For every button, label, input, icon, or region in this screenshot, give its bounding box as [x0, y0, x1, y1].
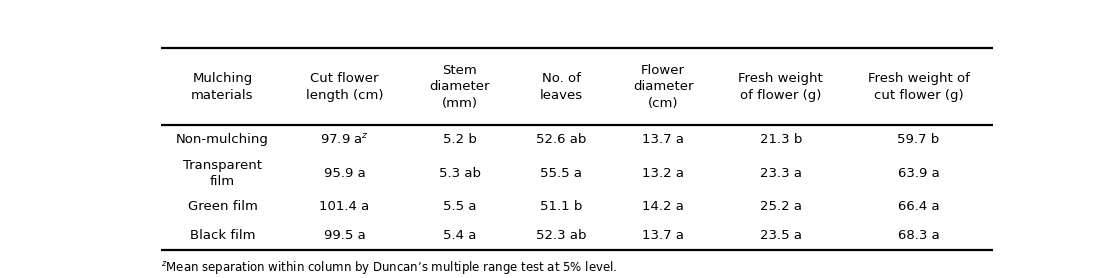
Text: 23.3 a: 23.3 a: [760, 167, 802, 180]
Text: Stem
diameter
(mm): Stem diameter (mm): [429, 64, 490, 110]
Text: Cut flower
length (cm): Cut flower length (cm): [305, 72, 383, 102]
Text: 101.4 a: 101.4 a: [320, 200, 370, 213]
Text: $^z$Mean separation within column by Duncan’s multiple range test at 5% level.: $^z$Mean separation within column by Dun…: [161, 259, 617, 276]
Text: 97.9 a$^z$: 97.9 a$^z$: [320, 133, 369, 147]
Text: 14.2 a: 14.2 a: [642, 200, 684, 213]
Text: 59.7 b: 59.7 b: [898, 133, 940, 146]
Text: 52.3 ab: 52.3 ab: [537, 229, 587, 242]
Text: 23.5 a: 23.5 a: [760, 229, 802, 242]
Text: 51.1 b: 51.1 b: [540, 200, 582, 213]
Text: 5.4 a: 5.4 a: [443, 229, 476, 242]
Text: 5.5 a: 5.5 a: [443, 200, 476, 213]
Text: Mulching
materials: Mulching materials: [191, 72, 254, 102]
Text: Fresh weight of
cut flower (g): Fresh weight of cut flower (g): [868, 72, 969, 102]
Text: 13.7 a: 13.7 a: [642, 133, 684, 146]
Text: 68.3 a: 68.3 a: [898, 229, 939, 242]
Text: 63.9 a: 63.9 a: [898, 167, 939, 180]
Text: 95.9 a: 95.9 a: [323, 167, 366, 180]
Text: 55.5 a: 55.5 a: [540, 167, 582, 180]
Text: 52.6 ab: 52.6 ab: [537, 133, 587, 146]
Text: Transparent
film: Transparent film: [183, 158, 262, 188]
Text: No. of
leaves: No. of leaves: [540, 72, 584, 102]
Text: Fresh weight
of flower (g): Fresh weight of flower (g): [738, 72, 823, 102]
Text: 25.2 a: 25.2 a: [760, 200, 802, 213]
Text: 21.3 b: 21.3 b: [759, 133, 802, 146]
Text: Non-mulching: Non-mulching: [176, 133, 268, 146]
Text: 99.5 a: 99.5 a: [323, 229, 366, 242]
Text: Green film: Green film: [188, 200, 257, 213]
Text: Black film: Black film: [190, 229, 255, 242]
Text: 5.2 b: 5.2 b: [443, 133, 476, 146]
Text: 66.4 a: 66.4 a: [898, 200, 939, 213]
Text: 5.3 ab: 5.3 ab: [438, 167, 481, 180]
Text: 13.2 a: 13.2 a: [642, 167, 684, 180]
Text: Flower
diameter
(cm): Flower diameter (cm): [633, 64, 693, 110]
Text: 13.7 a: 13.7 a: [642, 229, 684, 242]
